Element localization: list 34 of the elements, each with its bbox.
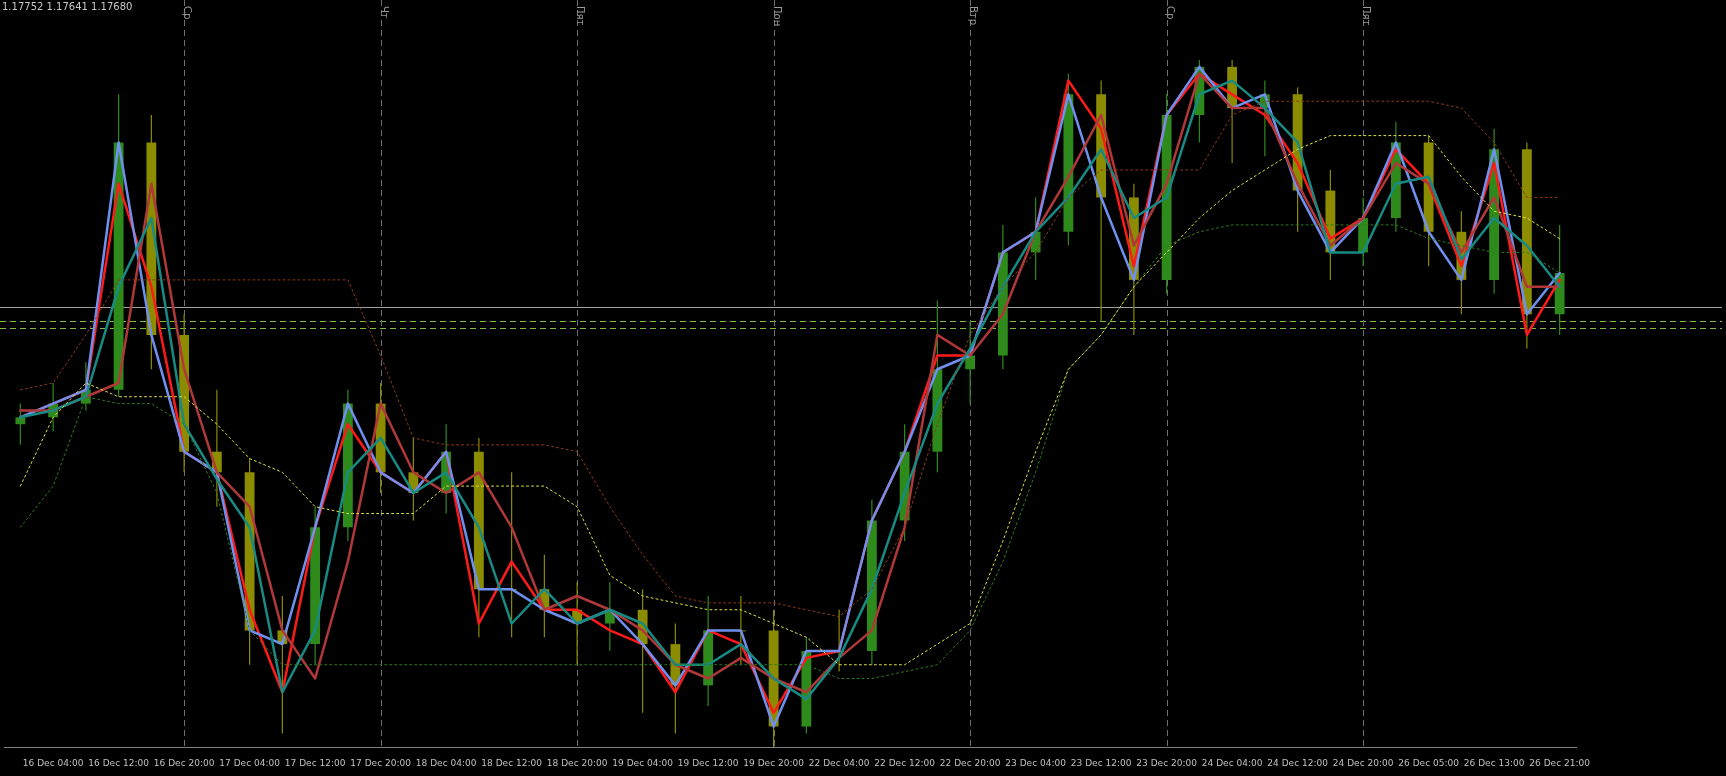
x-tick-label: 22 Dec 12:00 bbox=[874, 757, 936, 768]
x-tick-label: 19 Dec 04:00 bbox=[612, 757, 674, 768]
ref-line-label: Втр bbox=[967, 6, 979, 26]
x-tick-label: 22 Dec 20:00 bbox=[939, 757, 1001, 768]
x-tick-label: 18 Dec 04:00 bbox=[415, 757, 477, 768]
x-tick-label: 17 Dec 20:00 bbox=[350, 757, 412, 768]
ref-line-label: Пят bbox=[574, 6, 586, 26]
x-tick-label: 16 Dec 20:00 bbox=[153, 757, 215, 768]
candlestick bbox=[15, 403, 26, 446]
x-tick-label: 26 Dec 05:00 bbox=[1398, 757, 1460, 768]
x-tick-label: 17 Dec 04:00 bbox=[219, 757, 281, 768]
x-tick-label: 24 Dec 04:00 bbox=[1201, 757, 1263, 768]
ref-line-label: Пон bbox=[771, 6, 783, 27]
x-tick-label: 19 Dec 12:00 bbox=[677, 757, 739, 768]
x-tick-label: 18 Dec 12:00 bbox=[481, 757, 543, 768]
ref-line-label: Ср bbox=[181, 6, 193, 20]
x-tick-label: 26 Dec 21:00 bbox=[1529, 757, 1591, 768]
ref-line-label: Пят bbox=[1360, 6, 1372, 26]
x-tick-label: 17 Dec 12:00 bbox=[284, 757, 346, 768]
x-tick-label: 16 Dec 04:00 bbox=[22, 757, 84, 768]
x-tick-label: 26 Dec 13:00 bbox=[1463, 757, 1525, 768]
x-tick-label: 24 Dec 12:00 bbox=[1267, 757, 1329, 768]
ref-line-label: Чт bbox=[378, 6, 390, 19]
x-tick-label: 22 Dec 04:00 bbox=[808, 757, 870, 768]
x-tick-label: 23 Dec 20:00 bbox=[1136, 757, 1198, 768]
x-tick-label: 16 Dec 12:00 bbox=[88, 757, 150, 768]
candlestick bbox=[965, 320, 976, 405]
x-tick-label: 24 Dec 20:00 bbox=[1332, 757, 1394, 768]
x-tick-label: 19 Dec 20:00 bbox=[743, 757, 805, 768]
x-tick-label: 23 Dec 12:00 bbox=[1070, 757, 1132, 768]
chart-title: 1.17752 1.17641 1.17680 bbox=[2, 0, 133, 12]
x-tick-label: 18 Dec 20:00 bbox=[546, 757, 608, 768]
ref-line-label: Ср bbox=[1164, 6, 1176, 20]
x-tick-label: 23 Dec 04:00 bbox=[1005, 757, 1067, 768]
